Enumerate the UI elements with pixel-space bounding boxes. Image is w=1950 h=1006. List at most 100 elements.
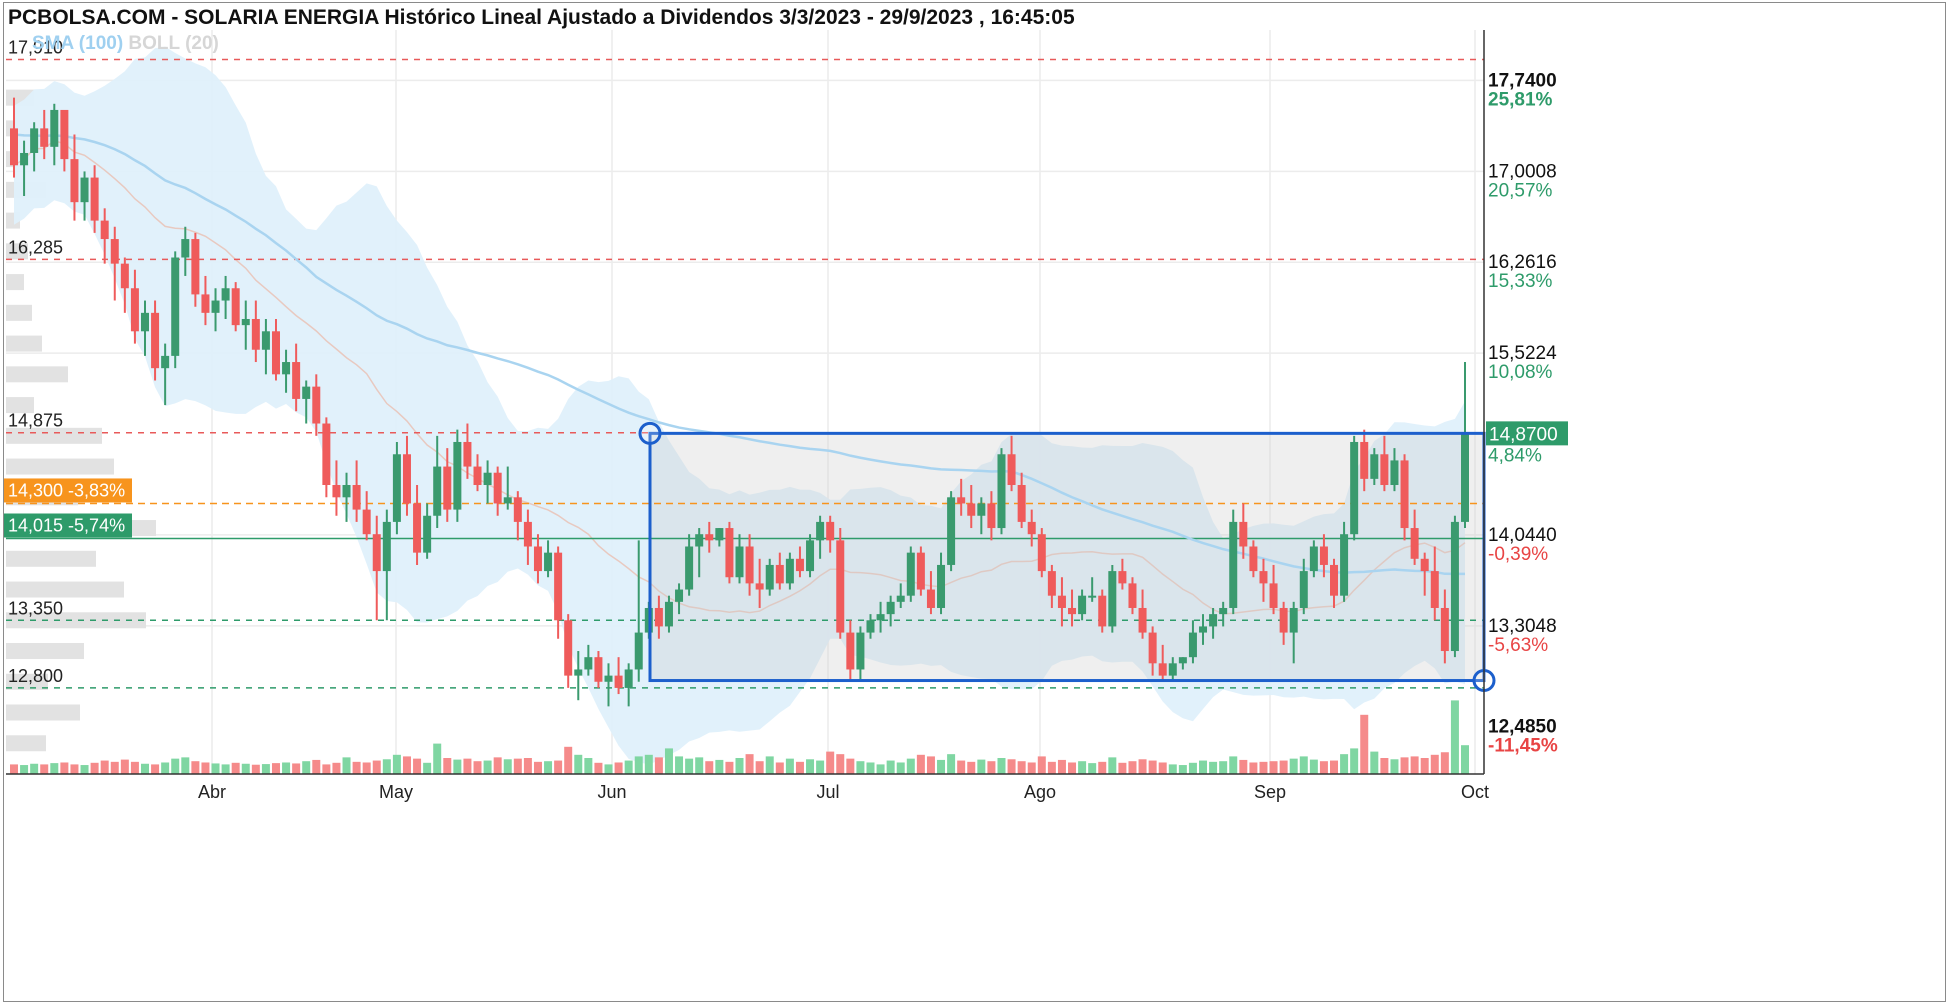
- volume-bar: [130, 761, 139, 774]
- candle-body: [624, 669, 633, 688]
- volume-bar: [1299, 756, 1308, 774]
- volume-bar: [292, 763, 301, 774]
- candle-body: [1420, 558, 1429, 572]
- volume-bar: [201, 762, 210, 774]
- candle-body: [100, 220, 109, 240]
- volume-bar: [1289, 758, 1298, 774]
- candle-body: [1027, 521, 1036, 535]
- volume-bar: [806, 759, 815, 774]
- volume-bar: [705, 761, 714, 774]
- volume-bar: [685, 758, 694, 774]
- volume-bar: [302, 761, 311, 774]
- volume-bar: [271, 763, 280, 774]
- volume-bar: [1057, 759, 1066, 774]
- volume-bar: [433, 743, 442, 774]
- last-price-value: 14,8700: [1489, 424, 1558, 445]
- candle-body: [231, 288, 240, 326]
- candle-body: [1017, 485, 1026, 522]
- volume-bar: [1340, 754, 1349, 774]
- volume-bar: [1098, 761, 1107, 774]
- candle-body: [503, 497, 512, 504]
- candle-body: [120, 263, 129, 289]
- candle-body: [352, 485, 361, 510]
- volume-bar: [322, 764, 331, 774]
- candle-body: [140, 312, 149, 332]
- candle-body: [997, 454, 1006, 529]
- candle-body: [50, 109, 59, 147]
- volume-bar: [675, 756, 684, 774]
- volume-bar: [1430, 754, 1439, 774]
- candle-body: [1088, 595, 1097, 598]
- candle-body: [967, 503, 976, 516]
- volume-bar: [1027, 762, 1036, 774]
- volume-bar: [1078, 761, 1087, 774]
- volume-bar: [957, 760, 966, 774]
- candle-body: [957, 497, 966, 504]
- candle-body: [60, 109, 69, 160]
- candle-body: [483, 472, 492, 486]
- candle-body: [342, 485, 351, 498]
- right-axis-price: 15,5224: [1488, 343, 1557, 364]
- volume-bar: [584, 758, 593, 774]
- candle-body: [977, 503, 986, 516]
- candle-body: [1299, 571, 1308, 608]
- candle-body: [916, 552, 925, 590]
- volume-profile-bar: [6, 397, 34, 414]
- candle-body: [1158, 663, 1167, 676]
- candle-body: [1430, 571, 1439, 608]
- volume-profile-bar: [6, 366, 68, 383]
- volume-bar: [997, 758, 1006, 774]
- volume-bar: [836, 754, 845, 774]
- candle-body: [201, 294, 210, 313]
- volume-profile-bar: [6, 304, 32, 321]
- volume-bar: [282, 762, 291, 774]
- candle-body: [1279, 607, 1288, 633]
- volume-bar: [1249, 762, 1258, 774]
- candle-body: [70, 159, 79, 203]
- candle-body: [1098, 595, 1107, 627]
- volume-bar: [1007, 759, 1016, 774]
- volume-bar: [402, 756, 411, 774]
- volume-bar: [947, 754, 956, 774]
- candle-body: [1461, 433, 1469, 522]
- price-levels-layer: 17,910 16,285 14,875 14,300 -3,83% 14,015 -5…: [4, 38, 1484, 689]
- candle-body: [10, 128, 18, 166]
- price-level-badge-text: 14,300 -3,83%: [8, 480, 125, 500]
- volume-bar: [1390, 759, 1399, 774]
- candle-body: [987, 503, 996, 529]
- candle-body: [332, 485, 341, 498]
- candle-body: [453, 441, 462, 510]
- x-tick-label: Abr: [198, 782, 226, 802]
- candle-body: [533, 546, 542, 572]
- candle-body: [312, 386, 321, 424]
- right-axis-price: 12,4850: [1488, 717, 1557, 738]
- candle-body: [251, 318, 260, 350]
- volume-bar: [755, 761, 764, 774]
- volume-bar: [50, 763, 59, 774]
- volume-bar: [1309, 759, 1318, 774]
- volume-bar: [886, 760, 895, 774]
- volume-bar: [967, 761, 976, 774]
- candle-body: [1057, 595, 1066, 608]
- candle-body: [1047, 571, 1056, 596]
- candle-body: [1370, 454, 1379, 479]
- volume-bar: [1400, 757, 1409, 774]
- volume-bar: [644, 754, 653, 774]
- volume-bar: [906, 758, 915, 774]
- volume-bar: [735, 758, 744, 774]
- candle-body: [241, 318, 250, 326]
- candle-body: [1450, 521, 1459, 652]
- candle-body: [594, 657, 603, 682]
- candle-body: [755, 583, 764, 590]
- volume-bar: [392, 754, 401, 774]
- chart-frame: [3, 2, 1946, 1002]
- candle-body: [695, 534, 704, 547]
- volume-profile-bar: [6, 612, 146, 629]
- candle-body: [1068, 607, 1077, 615]
- volume-bar: [171, 758, 180, 774]
- x-tick-label: Jun: [597, 782, 626, 802]
- candle-body: [1037, 534, 1046, 572]
- candle-body: [1168, 663, 1177, 676]
- candle-body: [654, 607, 663, 627]
